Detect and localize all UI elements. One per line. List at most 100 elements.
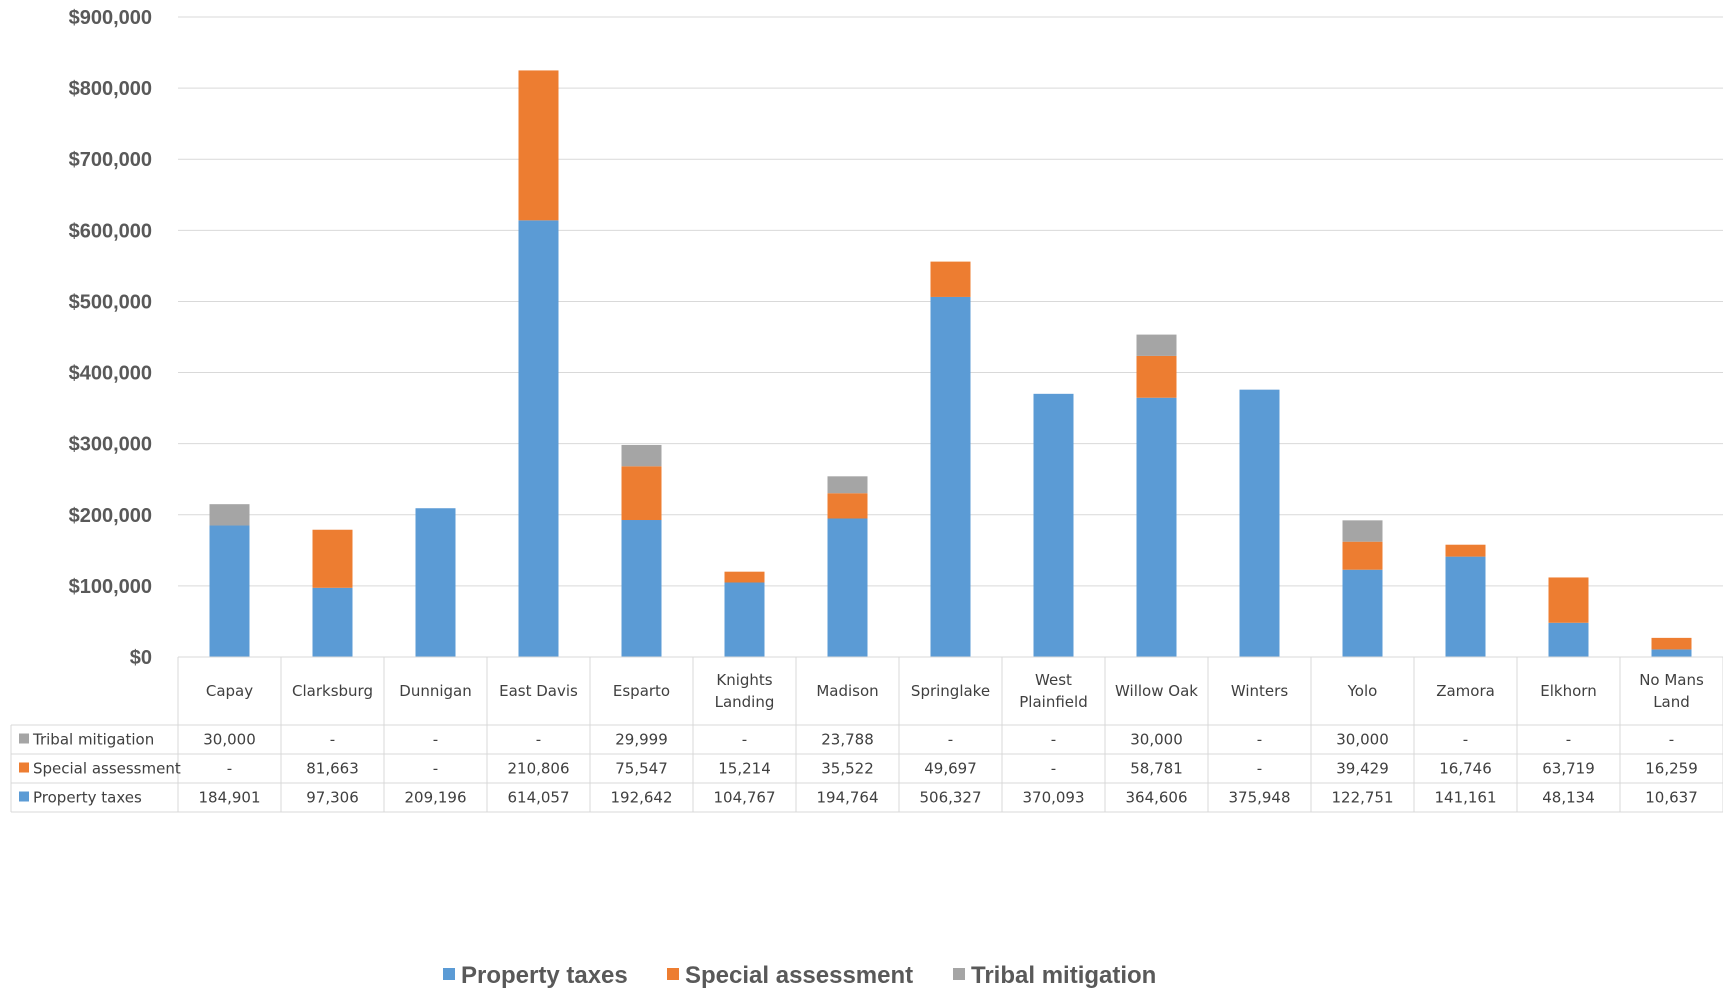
table-cell: - [330,731,335,749]
category-label: Capay [206,682,253,700]
table-cell: 104,767 [713,789,775,807]
table-cell: 370,093 [1022,789,1084,807]
y-tick-label: $800,000 [69,78,152,100]
bar-special-assessment-madison [827,493,868,519]
table-cell: 210,806 [507,760,569,778]
row-key-special-assessment [19,762,29,773]
table-cell: 30,000 [1336,731,1389,749]
category-label: Knights [716,671,772,689]
table-cell: 58,781 [1130,760,1183,778]
table-cell: - [1669,731,1674,749]
y-tick-label: $100,000 [69,576,152,598]
table-cell: - [948,731,953,749]
table-cell: 506,327 [919,789,981,807]
category-label: Willow Oak [1115,682,1198,700]
bar-tribal-mitigation-yolo [1342,520,1383,542]
table-cell: 209,196 [404,789,466,807]
table-cell: 63,719 [1542,760,1595,778]
bar-tribal-mitigation-esparto [621,444,662,467]
legend-label-tribal-mitigation: Tribal mitigation [971,962,1156,989]
table-cell: - [1463,731,1468,749]
bar-tribal-mitigation-madison [827,476,868,494]
bar-property-taxes-no-mans-land [1651,649,1692,657]
table-cell: 614,057 [507,789,569,807]
category-label: East Davis [499,682,578,700]
table-cell: 194,764 [816,789,878,807]
table-cell: - [1257,760,1262,778]
category-label: West [1035,671,1072,689]
bar-special-assessment-knights-landing [724,571,765,583]
table-cell: - [1257,731,1262,749]
table-cell: - [433,731,438,749]
y-tick-label: $300,000 [69,434,152,456]
legend: Property taxes Special assessment Tribal m… [443,962,1156,989]
bar-property-taxes-zamora [1445,556,1486,657]
row-label-property-taxes: Property taxes [33,789,142,807]
table-cell: 75,547 [615,760,668,778]
table-cell: 49,697 [924,760,977,778]
y-tick-label: $500,000 [69,291,152,313]
y-tick-label: $900,000 [69,7,152,29]
category-label: No Mans [1639,671,1704,689]
y-tick-label: $200,000 [69,505,152,527]
y-tick-label: $700,000 [69,149,152,171]
table-cell: 364,606 [1125,789,1187,807]
category-label: Land [1653,693,1690,711]
row-key-tribal-mitigation [19,733,29,744]
category-label: Madison [816,682,878,700]
table-cell: 16,259 [1645,760,1698,778]
table-cell: - [433,760,438,778]
bar-special-assessment-esparto [621,466,662,521]
category-label: Esparto [613,682,670,700]
table-cell: 10,637 [1645,789,1698,807]
table-cell: 97,306 [306,789,359,807]
bar-property-taxes-madison [827,518,868,657]
bar-special-assessment-springlake [930,261,971,297]
bar-tribal-mitigation-willow-oak [1136,334,1177,356]
y-tick-label: $400,000 [69,363,152,385]
y-axis: $0 $100,000 $200,000 $300,000 $400,000 $500,0… [69,7,152,669]
table-cell: 30,000 [1130,731,1183,749]
table-cell: 15,214 [718,760,771,778]
table-cell: 375,948 [1228,789,1290,807]
table-cell: 35,522 [821,760,874,778]
row-label-special-assessment: Special assessment [33,760,181,778]
table-cell: - [1051,731,1056,749]
row-key-property-taxes [19,791,29,802]
legend-key-property-taxes [443,968,455,980]
category-label: Elkhorn [1540,682,1596,700]
bar-special-assessment-no-mans-land [1651,637,1692,650]
table-cell: 29,999 [615,731,668,749]
bar-special-assessment-yolo [1342,541,1383,570]
bar-property-taxes-east-davis [518,220,559,657]
bar-property-taxes-west-plainfield [1033,393,1074,657]
table-cell: - [742,731,747,749]
table-cell: 23,788 [821,731,874,749]
bar-special-assessment-zamora [1445,544,1486,557]
y-tick-label: $0 [130,647,152,669]
row-label-tribal-mitigation: Tribal mitigation [32,731,154,749]
category-label: Winters [1231,682,1288,700]
table-cell: - [1566,731,1571,749]
bar-property-taxes-springlake [930,296,971,657]
table-cell: 141,161 [1434,789,1496,807]
category-label: Plainfield [1019,693,1087,711]
y-tick-label: $600,000 [69,220,152,242]
bar-property-taxes-dunnigan [415,508,456,657]
category-label: Landing [715,693,775,711]
table-cell: - [227,760,232,778]
category-label: Springlake [911,682,990,700]
table-cell: 30,000 [203,731,256,749]
table-cell: 122,751 [1331,789,1393,807]
table-cell: - [536,731,541,749]
bar-property-taxes-capay [209,525,250,657]
category-label: Dunnigan [399,682,471,700]
bar-property-taxes-esparto [621,520,662,657]
category-label: Yolo [1347,682,1378,700]
bar-special-assessment-elkhorn [1548,577,1589,623]
bars [209,70,1692,657]
table-cell: 48,134 [1542,789,1595,807]
table-cell: 192,642 [610,789,672,807]
bar-tribal-mitigation-capay [209,504,250,526]
